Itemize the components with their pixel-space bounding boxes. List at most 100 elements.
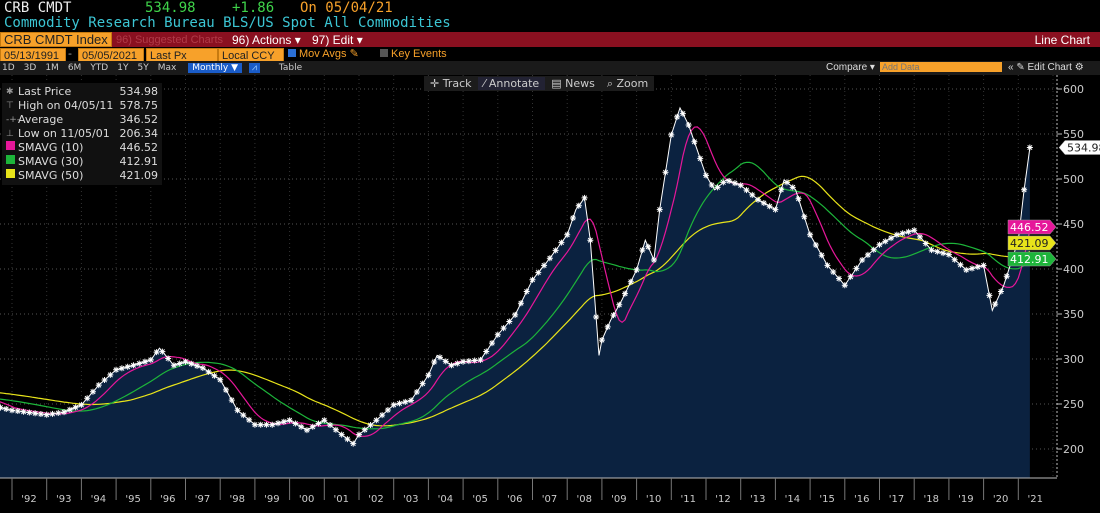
security-input[interactable]: CRB CMDT Index	[0, 32, 112, 47]
table-button[interactable]: Table	[278, 63, 303, 73]
price-marker	[199, 365, 206, 371]
edit-chart-button[interactable]: « ✎ Edit Chart ⚙	[1008, 62, 1084, 73]
price-marker	[749, 191, 756, 198]
zoom-button[interactable]: ⌕ Zoom	[606, 77, 649, 90]
legend-label: Last Price	[18, 85, 72, 98]
price-marker	[101, 377, 108, 383]
x-tick-label: '08	[576, 494, 591, 505]
price-marker	[1026, 144, 1033, 151]
price-marker	[471, 357, 478, 364]
menu-bar	[0, 32, 1100, 47]
period-1y[interactable]: 1Y	[117, 63, 129, 73]
period-5y[interactable]: 5Y	[137, 63, 149, 73]
price-marker	[442, 358, 449, 365]
price-marker	[506, 318, 513, 325]
line-chart[interactable]: 200 250 300 350 400 450 500 550 600 '92 '93 '94 '95 '…	[0, 75, 1100, 513]
period-6m[interactable]: 6M	[67, 63, 82, 73]
legend-value: 412.91	[119, 155, 159, 168]
price-marker	[246, 416, 253, 423]
price-marker	[512, 311, 519, 318]
legend-item: ⊤ High on 04/05/11 578.75	[6, 99, 158, 113]
period-1m[interactable]: 1M	[45, 63, 59, 73]
price-marker	[251, 421, 258, 428]
edit-menu[interactable]: 97) Edit ▾	[312, 33, 363, 47]
price-marker	[564, 231, 571, 238]
price-marker	[541, 262, 548, 269]
gear-icon[interactable]: ⚙	[1074, 62, 1084, 73]
price-marker	[714, 184, 721, 191]
price-area	[0, 107, 1030, 478]
x-tick-label: '94	[91, 494, 106, 505]
price-marker	[275, 420, 282, 427]
last-value-label: 412.91	[1010, 253, 1049, 266]
period-max[interactable]: Max	[157, 63, 177, 73]
suggested-charts-button[interactable]: 96) Suggested Charts	[116, 34, 224, 46]
y-tick-label: 400	[1063, 263, 1084, 276]
track-button[interactable]: ✛ Track	[430, 77, 472, 90]
x-tick-label: '14	[785, 494, 800, 505]
price-marker	[911, 227, 918, 234]
price-marker	[298, 423, 305, 430]
price-marker	[743, 187, 750, 194]
swatch-icon	[6, 141, 15, 150]
x-tick-label: '99	[264, 494, 279, 505]
price-marker	[604, 323, 611, 330]
price-marker	[633, 266, 640, 273]
price-marker	[170, 362, 177, 369]
price-marker	[755, 196, 762, 203]
price-marker	[529, 276, 536, 283]
y-tick-label: 200	[1063, 443, 1084, 456]
price-marker	[72, 404, 79, 411]
collapse-icon[interactable]: «	[1008, 62, 1014, 73]
price-marker	[14, 408, 21, 415]
add-data-input[interactable]	[880, 62, 1002, 72]
price-marker	[43, 411, 50, 418]
price-marker	[535, 269, 542, 276]
period-1d[interactable]: 1D	[2, 63, 15, 73]
price-marker	[130, 362, 137, 369]
price-marker	[569, 215, 576, 221]
price-marker	[292, 420, 299, 427]
x-tick-label: '01	[334, 494, 349, 505]
price-date: On 05/04/21	[300, 0, 393, 16]
price-marker	[419, 380, 426, 387]
price-marker	[1021, 186, 1028, 193]
legend-value: 346.52	[119, 113, 159, 126]
price-marker	[523, 288, 530, 295]
price-marker	[656, 206, 663, 213]
chart-type-label[interactable]: Line Chart	[1034, 33, 1090, 47]
price-marker	[870, 246, 877, 253]
annotate-button[interactable]: ⁄ Annotate	[477, 77, 546, 90]
period-3d[interactable]: 3D	[23, 63, 37, 73]
last-value-tag	[1007, 251, 1057, 267]
price-marker	[679, 110, 686, 117]
price-marker	[552, 247, 559, 254]
price-marker	[916, 233, 923, 240]
price-marker	[66, 406, 73, 413]
price-marker	[494, 331, 501, 338]
key-events-checkbox[interactable]: Key Events	[380, 47, 447, 61]
price-marker	[489, 340, 496, 347]
price-marker	[425, 372, 432, 379]
x-tick-label: '05	[472, 494, 487, 505]
price-marker	[645, 243, 652, 250]
swatch-icon	[6, 169, 15, 178]
mov-avgs-checkbox[interactable]: Mov Avgs ✎	[288, 47, 359, 61]
price-marker	[830, 269, 837, 275]
line-chart-icon[interactable]: ⩘	[248, 63, 260, 73]
frequency-select[interactable]: Monthly ▼	[188, 63, 243, 73]
price-marker	[824, 262, 831, 269]
price-marker	[986, 292, 993, 299]
news-button[interactable]: ▤ News	[551, 77, 595, 90]
sma30-line	[0, 161, 1031, 430]
price-marker	[460, 358, 467, 365]
price-marker	[610, 312, 617, 319]
price-marker	[95, 382, 102, 389]
period-ytd[interactable]: YTD	[90, 63, 109, 73]
x-tick-label: '07	[542, 494, 557, 505]
compare-button[interactable]: Compare ▾	[826, 62, 875, 73]
actions-menu[interactable]: 96) Actions ▾	[232, 33, 301, 47]
price-marker	[783, 179, 790, 186]
price-marker	[720, 179, 727, 186]
price-marker	[361, 426, 368, 433]
